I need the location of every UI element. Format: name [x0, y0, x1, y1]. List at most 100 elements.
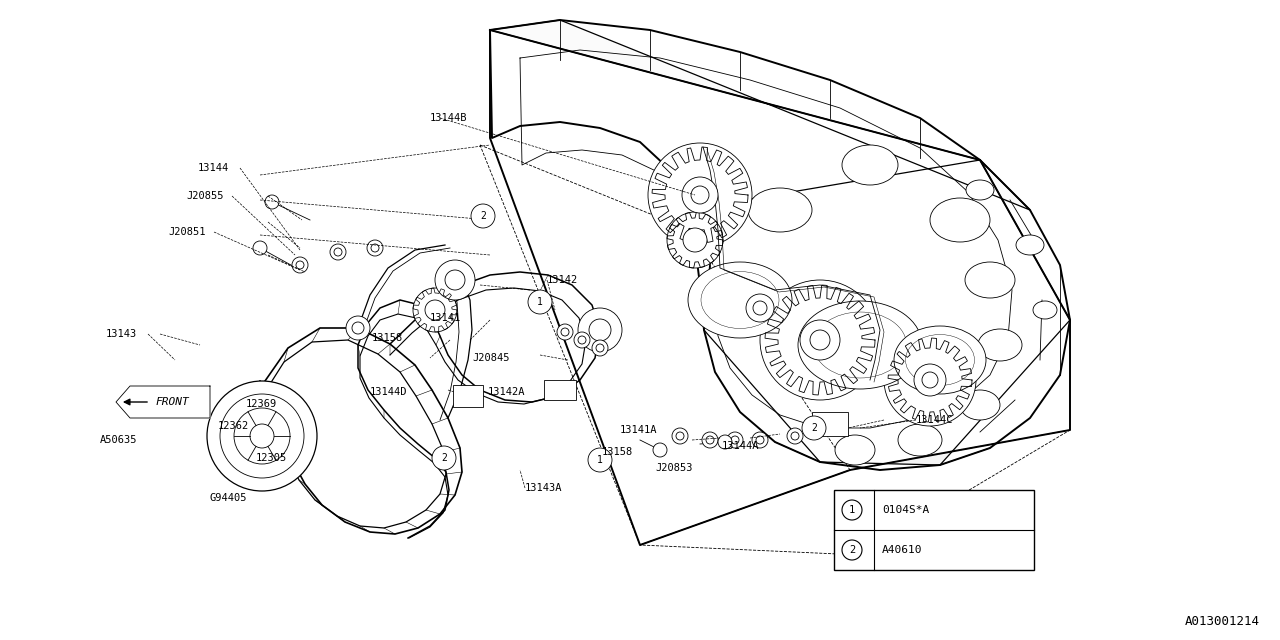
Text: 2: 2 — [849, 545, 855, 555]
Circle shape — [352, 322, 364, 334]
Text: 13142: 13142 — [547, 275, 579, 285]
Circle shape — [756, 436, 764, 444]
Ellipse shape — [1033, 301, 1057, 319]
Ellipse shape — [899, 424, 942, 456]
Text: 12369: 12369 — [246, 399, 278, 409]
Circle shape — [648, 143, 753, 247]
Text: 13141A: 13141A — [620, 425, 658, 435]
Circle shape — [922, 372, 938, 388]
Text: 13142A: 13142A — [488, 387, 526, 397]
FancyBboxPatch shape — [812, 412, 849, 436]
Ellipse shape — [797, 301, 922, 389]
Ellipse shape — [689, 262, 792, 338]
Circle shape — [676, 432, 684, 440]
Circle shape — [557, 324, 573, 340]
Circle shape — [884, 334, 977, 426]
Text: J20845: J20845 — [472, 353, 509, 363]
Circle shape — [413, 288, 457, 332]
FancyBboxPatch shape — [453, 385, 483, 407]
Circle shape — [579, 308, 622, 352]
Text: 13158: 13158 — [372, 333, 403, 343]
Circle shape — [253, 241, 268, 255]
Circle shape — [425, 300, 445, 320]
Text: A013001214: A013001214 — [1185, 615, 1260, 628]
Circle shape — [653, 443, 667, 457]
Circle shape — [810, 330, 829, 350]
Circle shape — [250, 424, 274, 448]
Text: 13143A: 13143A — [525, 483, 562, 493]
Circle shape — [471, 204, 495, 228]
Circle shape — [667, 212, 723, 268]
Ellipse shape — [966, 180, 995, 200]
Ellipse shape — [965, 262, 1015, 298]
Ellipse shape — [978, 329, 1021, 361]
FancyBboxPatch shape — [544, 380, 576, 400]
Polygon shape — [490, 20, 1030, 210]
Text: 13143: 13143 — [106, 329, 137, 339]
Text: 13144: 13144 — [198, 163, 229, 173]
Circle shape — [718, 435, 732, 449]
Ellipse shape — [960, 390, 1000, 420]
Circle shape — [731, 436, 739, 444]
Circle shape — [682, 177, 718, 213]
Text: 0104S*A: 0104S*A — [882, 505, 929, 515]
Text: 13144D: 13144D — [370, 387, 407, 397]
Circle shape — [746, 294, 774, 322]
Text: 2: 2 — [480, 211, 486, 221]
Circle shape — [707, 436, 714, 444]
Text: 2: 2 — [442, 453, 447, 463]
Circle shape — [753, 301, 767, 315]
Circle shape — [791, 432, 799, 440]
Circle shape — [561, 328, 570, 336]
Ellipse shape — [893, 326, 986, 394]
Polygon shape — [490, 30, 1070, 545]
Polygon shape — [116, 386, 210, 418]
Text: 13144A: 13144A — [722, 441, 759, 451]
Circle shape — [296, 261, 305, 269]
Circle shape — [573, 332, 590, 348]
Polygon shape — [704, 160, 1070, 465]
FancyBboxPatch shape — [835, 490, 1034, 570]
Circle shape — [914, 364, 946, 396]
Circle shape — [433, 446, 456, 470]
Circle shape — [371, 244, 379, 252]
Circle shape — [787, 428, 803, 444]
Circle shape — [760, 280, 881, 400]
Text: 1: 1 — [538, 297, 543, 307]
Circle shape — [727, 432, 742, 448]
Circle shape — [207, 381, 317, 491]
Circle shape — [292, 257, 308, 273]
Circle shape — [265, 195, 279, 209]
Circle shape — [701, 432, 718, 448]
Circle shape — [346, 316, 370, 340]
Circle shape — [330, 244, 346, 260]
Text: J20851: J20851 — [168, 227, 206, 237]
Ellipse shape — [842, 145, 899, 185]
Text: 13141: 13141 — [430, 313, 461, 323]
Circle shape — [435, 260, 475, 300]
Circle shape — [842, 500, 861, 520]
Text: 12362: 12362 — [218, 421, 250, 431]
Text: FRONT: FRONT — [155, 397, 188, 407]
Circle shape — [596, 344, 604, 352]
Circle shape — [588, 448, 612, 472]
Circle shape — [234, 408, 291, 464]
Text: 1: 1 — [849, 505, 855, 515]
Ellipse shape — [835, 435, 876, 465]
Circle shape — [367, 240, 383, 256]
Circle shape — [691, 186, 709, 204]
Circle shape — [842, 540, 861, 560]
Text: 2: 2 — [812, 423, 817, 433]
Text: 12305: 12305 — [256, 453, 287, 463]
Circle shape — [803, 416, 826, 440]
Ellipse shape — [748, 188, 812, 232]
Text: A40610: A40610 — [882, 545, 923, 555]
Text: 13144B: 13144B — [430, 113, 467, 123]
Text: J20853: J20853 — [655, 463, 692, 473]
Circle shape — [591, 340, 608, 356]
Circle shape — [684, 228, 707, 252]
Text: J20855: J20855 — [186, 191, 224, 201]
Text: A50635: A50635 — [100, 435, 137, 445]
Text: 1: 1 — [596, 455, 603, 465]
Circle shape — [672, 428, 689, 444]
